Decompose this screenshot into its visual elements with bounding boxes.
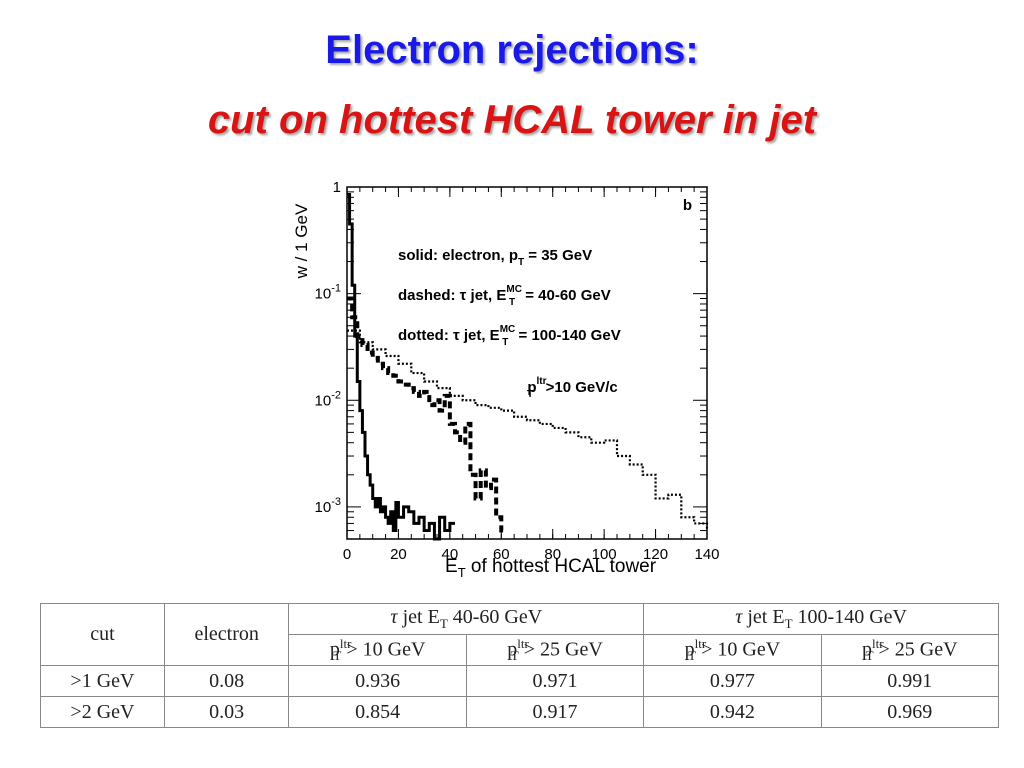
header-electron: electron: [163, 603, 290, 666]
x-tick-label: 20: [390, 546, 407, 563]
annotation-text: dotted: τ jet, EMC T = 100-140 GeV: [398, 324, 621, 348]
x-axis-label-main: E: [445, 556, 458, 577]
header-group-1: τ jet ET 40-60 GeV: [288, 603, 645, 635]
cell-value: 0.991: [820, 665, 1000, 697]
tau-symbol: τ: [735, 606, 743, 628]
header-group-1-sub: T: [439, 616, 448, 631]
cell-value: 0.854: [288, 696, 467, 728]
plot-frame: [346, 186, 708, 540]
annotation-text: pltr T >10 GeV/c: [527, 376, 618, 400]
table-row: >1 GeV 0.08 0.936 0.971 0.977 0.991: [40, 665, 1000, 697]
header-group-2-sub: T: [784, 616, 793, 631]
x-tick-label: 120: [643, 546, 668, 563]
x-axis-label: ET of hottest HCAL tower: [445, 556, 657, 580]
series-dotted: [347, 329, 709, 531]
subheader-2: pltrT > 25 GeV: [465, 634, 645, 666]
title-line-1: Electron rejections:: [325, 28, 699, 72]
plot: 0 20 40 60 80 100 120 140 1 10-1 10-2 10-3 b solid…: [292, 179, 720, 580]
annotation-group: solid: electron, pT = 35 GeV dashed: τ je…: [398, 247, 621, 400]
subheader-1: pltrT > 10 GeV: [288, 634, 467, 666]
cell-value: 0.942: [643, 696, 822, 728]
series-group: [347, 193, 709, 541]
series-solid: [347, 193, 455, 541]
annotation-text: dashed: τ jet, EMC T = 40-60 GeV: [398, 284, 611, 308]
results-table: cut electron τ jet ET 40-60 GeV τ jet ET…: [40, 603, 1000, 728]
cell-cut: >1 GeV: [40, 665, 165, 697]
x-tick-label: 100: [592, 546, 617, 563]
x-axis-label-rest: of hottest HCAL tower: [466, 556, 657, 577]
x-axis: 0 20 40 60 80 100 120 140: [343, 187, 720, 563]
header-group-2-text: jet E: [742, 606, 785, 628]
x-tick-label: 0: [343, 546, 351, 563]
title-line-2: cut on hottest HCAL tower in jet: [207, 98, 817, 142]
cell-electron: 0.08: [163, 665, 290, 697]
series-dashed: [347, 296, 507, 533]
y-tick-label: 10-2: [315, 389, 341, 409]
tau-symbol: τ: [390, 606, 398, 628]
x-tick-label: 40: [442, 546, 459, 563]
cell-value: 0.971: [465, 665, 645, 697]
header-cut: cut: [40, 603, 165, 666]
cell-value: 0.936: [288, 665, 467, 697]
annotation-text: solid: electron, pT = 35 GeV: [398, 247, 592, 268]
header-group-2: τ jet ET 100-140 GeV: [643, 603, 999, 635]
cell-value: 0.969: [820, 696, 1000, 728]
header-group-2-range: 100-140 GeV: [792, 606, 907, 628]
subheader-3: pltrT > 10 GeV: [643, 634, 822, 666]
y-axis-label: w / 1 GeV: [292, 203, 311, 279]
table-row: >2 GeV 0.03 0.854 0.917 0.942 0.969: [40, 696, 1000, 728]
cell-cut: >2 GeV: [40, 696, 165, 728]
cell-electron: 0.03: [163, 696, 290, 728]
cell-value: 0.977: [643, 665, 822, 697]
x-tick-label: 140: [694, 546, 719, 563]
cell-value: 0.917: [465, 696, 645, 728]
header-group-1-range: 40-60 GeV: [447, 606, 543, 628]
y-tick-label: 10-1: [315, 283, 341, 303]
header-group-1-text: jet E: [397, 606, 440, 628]
y-tick-label: 10-3: [315, 496, 341, 516]
x-tick-label: 80: [544, 546, 561, 563]
subheader-4: pltrT > 25 GeV: [820, 634, 1000, 666]
x-axis-label-sub: T: [458, 565, 466, 580]
panel-label: b: [683, 197, 692, 214]
y-tick-label: 1: [333, 179, 341, 196]
x-tick-label: 60: [493, 546, 510, 563]
